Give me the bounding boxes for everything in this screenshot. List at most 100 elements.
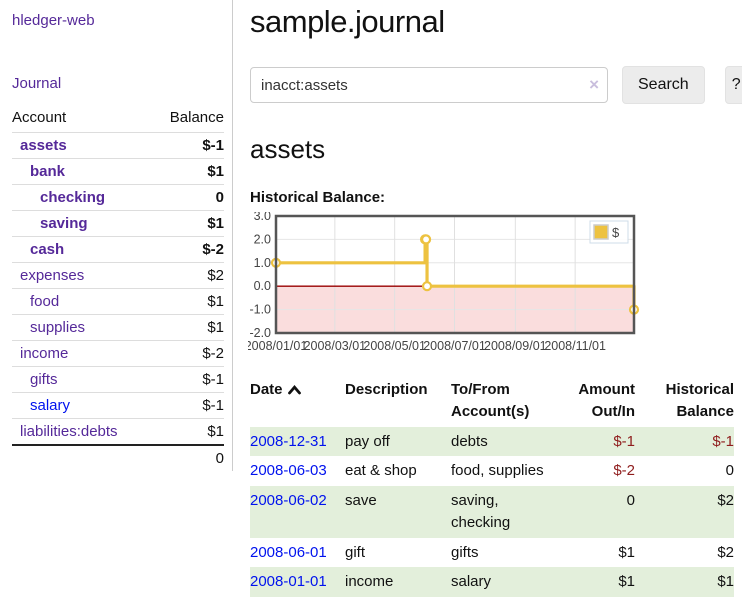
register-description: eat & shop <box>345 462 417 480</box>
app-brand-link[interactable]: hledger-web <box>12 12 95 29</box>
register-amount: $-2 <box>613 462 635 480</box>
register-date-link[interactable]: 2008-12-31 <box>250 432 327 450</box>
account-balance: $1 <box>152 158 224 185</box>
search-input-wrap: × <box>250 67 608 103</box>
main-content: sample.journal × Search ? assets Histori… <box>245 0 742 597</box>
account-balance: $1 <box>152 418 224 445</box>
help-button[interactable]: ? <box>724 66 742 104</box>
account-heading: assets <box>250 134 326 164</box>
account-link[interactable]: bank <box>30 163 66 180</box>
register-description: save <box>345 492 377 509</box>
account-link[interactable]: income <box>20 345 69 362</box>
account-row: bank $1 <box>12 158 224 185</box>
register-accounts: food, supplies <box>451 462 544 480</box>
register-header-row: Date Description To/From Account(s) Amou… <box>250 377 734 427</box>
register-header-description[interactable]: Description <box>345 381 428 398</box>
account-link[interactable]: gifts <box>30 371 58 388</box>
sort-asc-icon <box>287 385 301 395</box>
account-link[interactable]: checking <box>40 189 106 206</box>
svg-text:2008/01/01: 2008/01/01 <box>248 339 307 353</box>
account-row: food $1 <box>12 288 224 315</box>
clear-search-icon[interactable]: × <box>589 75 599 94</box>
historical-balance-chart: $3.0 2.0 1.0 0.0 -1.0 -2.0 2008/01/01 2008/03/0… <box>245 209 734 363</box>
account-link[interactable]: food <box>30 293 60 310</box>
account-link[interactable]: cash <box>30 241 65 258</box>
account-balance: $1 <box>152 314 224 341</box>
register-date-link[interactable]: 2008-06-01 <box>250 543 327 561</box>
register-balance: $2 <box>717 492 734 509</box>
register-row: 2008-06-03 eat & shop food, supplies $-2 0 <box>250 456 734 486</box>
chart-title: Historical Balance: <box>250 189 386 206</box>
account-balance: $-1 <box>152 392 224 419</box>
account-row: cash $-2 <box>12 236 224 263</box>
account-link[interactable]: expenses <box>20 267 85 284</box>
chart-canvas: $3.0 2.0 1.0 0.0 -1.0 -2.02008/01/012008/03/0… <box>245 209 640 353</box>
svg-text:0.0: 0.0 <box>254 279 271 293</box>
register-row: 2008-06-01 gift gifts $1 $2 <box>250 538 734 568</box>
account-balance: $-1 <box>152 366 224 393</box>
register-accounts: gifts <box>451 543 479 561</box>
accounts-header-row: Account Balance <box>12 106 224 133</box>
svg-text:3.0: 3.0 <box>254 212 271 223</box>
account-balance: $1 <box>152 210 224 237</box>
register-balance: $1 <box>717 573 734 591</box>
search-input[interactable] <box>250 67 608 103</box>
register-accounts: saving, checking <box>451 492 511 531</box>
register-row: 2008-01-01 income salary $1 $1 <box>250 567 734 597</box>
account-balance: $1 <box>152 288 224 315</box>
account-row: income $-2 <box>12 340 224 367</box>
register-description: pay off <box>345 432 390 450</box>
register-table: Date Description To/From Account(s) Amou… <box>250 377 734 597</box>
register-date-link[interactable]: 2008-06-02 <box>250 492 327 509</box>
accounts-table: Account Balance assets $-1 bank $1 checking 0… <box>12 106 224 471</box>
svg-text:2008/11/01: 2008/11/01 <box>544 339 606 353</box>
svg-text:-2.0: -2.0 <box>249 326 271 340</box>
search-bar: × Search ? <box>250 66 742 104</box>
svg-text:2008/05/01: 2008/05/01 <box>363 339 426 353</box>
register-header-accounts[interactable]: To/From Account(s) <box>451 381 530 420</box>
register-description: gift <box>345 543 366 561</box>
accounts-header-balance: Balance <box>169 109 224 126</box>
search-button[interactable]: Search <box>622 66 705 104</box>
account-balance: $2 <box>152 262 224 289</box>
register-accounts: salary <box>451 573 492 591</box>
register-balance: $2 <box>717 543 734 561</box>
account-balance: 0 <box>152 184 224 211</box>
register-header-balance[interactable]: Historical Balance <box>665 381 734 420</box>
page-title: sample.journal <box>250 4 445 39</box>
svg-text:2.0: 2.0 <box>254 232 271 246</box>
register-header-amount[interactable]: Amount Out/In <box>578 381 635 420</box>
account-balance: $-2 <box>152 236 224 263</box>
svg-text:-1.0: -1.0 <box>249 303 271 317</box>
account-link[interactable]: assets <box>20 137 67 154</box>
account-link[interactable]: supplies <box>30 319 86 336</box>
account-row: expenses $2 <box>12 262 224 289</box>
account-row: salary $-1 <box>12 392 224 419</box>
account-row: gifts $-1 <box>12 366 224 393</box>
register-date-link[interactable]: 2008-06-03 <box>250 462 327 480</box>
register-description: income <box>345 573 394 591</box>
register-amount: 0 <box>626 492 635 509</box>
account-row: checking 0 <box>12 184 224 211</box>
account-row: liabilities:debts $1 <box>12 418 224 445</box>
sidebar: hledger-web Journal Account Balance asse… <box>0 0 233 471</box>
svg-text:2008/03/01: 2008/03/01 <box>304 339 367 353</box>
account-row: supplies $1 <box>12 314 224 341</box>
register-amount: $1 <box>618 543 635 561</box>
register-accounts: debts <box>451 432 488 450</box>
account-link[interactable]: liabilities:debts <box>20 423 118 440</box>
account-row: assets $-1 <box>12 132 224 159</box>
account-balance: $-1 <box>152 132 224 159</box>
register-amount: $-1 <box>613 432 635 450</box>
register-row: 2008-06-02 save saving, checking 0 $2 <box>250 486 734 538</box>
account-link[interactable]: saving <box>40 215 88 232</box>
register-balance: 0 <box>725 462 734 480</box>
account-row: saving $1 <box>12 210 224 237</box>
sidebar-item-journal[interactable]: Journal <box>12 75 62 92</box>
account-link[interactable]: salary <box>30 397 71 414</box>
register-row: 2008-12-31 pay off debts $-1 $-1 <box>250 426 734 457</box>
account-balance: $-2 <box>152 340 224 367</box>
register-header-date[interactable]: Date <box>250 377 345 427</box>
svg-text:1.0: 1.0 <box>254 256 271 270</box>
svg-text:$: $ <box>612 225 620 240</box>
